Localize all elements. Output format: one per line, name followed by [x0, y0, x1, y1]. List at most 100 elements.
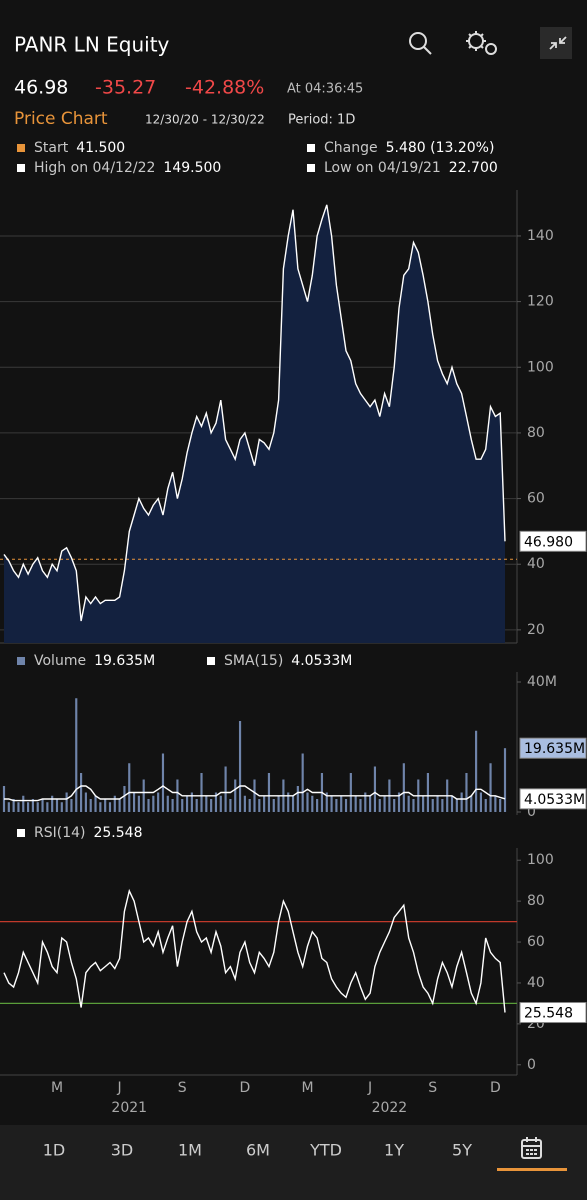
volume-bar [359, 799, 362, 812]
volume-bar [229, 799, 232, 812]
x-tick-label: M [301, 1080, 313, 1096]
volume-bar [152, 795, 155, 812]
tab[interactable]: 1D [43, 1141, 66, 1160]
last-price-label: 46.980 [524, 534, 573, 550]
volume-bar [60, 802, 63, 812]
volume-bar [137, 795, 140, 812]
stat-value: 22.700 [449, 160, 498, 176]
y-tick-label: 80 [527, 425, 545, 441]
volume-bar [234, 779, 237, 812]
volume-bar [41, 799, 44, 812]
volume-bar [373, 766, 377, 812]
legend-value: 19.635M [94, 653, 155, 669]
volume-bar [344, 799, 348, 812]
x-tick-label: J [367, 1080, 372, 1096]
date-range: 12/30/20 - 12/30/22 [145, 113, 265, 127]
last-rsi-label: 25.548 [524, 1006, 573, 1022]
y-tick-label: 140 [527, 228, 554, 244]
volume-bar [369, 795, 372, 812]
stat-label: Change [324, 140, 378, 156]
volume-bar [460, 792, 463, 812]
rsi-line [3, 888, 506, 1013]
collapse-icon[interactable] [540, 27, 572, 59]
sma-line [4, 785, 506, 802]
volume-bar [200, 773, 203, 812]
volume-bar [465, 773, 468, 812]
volume-bar [253, 779, 256, 812]
volume-bar [330, 795, 333, 812]
volume-bar [301, 753, 304, 812]
volume-bar [75, 698, 78, 812]
volume-bar [397, 792, 401, 812]
volume-bar [383, 795, 386, 812]
volume-bar [123, 786, 126, 812]
volume-bar [36, 802, 39, 812]
legend-entry: SMA(15) 4.0533M [224, 653, 352, 669]
tab[interactable]: 1Y [384, 1141, 404, 1160]
y-tick-label: 60 [527, 491, 545, 507]
volume-bar [407, 795, 410, 812]
volume-bar [277, 795, 280, 812]
x-tick-label: D [490, 1080, 501, 1096]
last-rsi-label-box [519, 1002, 587, 1024]
volume-bar [311, 795, 314, 812]
volume-bar [306, 792, 309, 812]
stat-label: Start [34, 140, 69, 156]
volume-bar [147, 799, 150, 812]
volume-bar [422, 795, 425, 812]
y-tick-label: 80 [527, 893, 545, 909]
net-change: -35.27 [95, 77, 156, 99]
tab[interactable]: 1M [178, 1141, 202, 1160]
volume-bar [171, 799, 174, 812]
volume-bar [132, 792, 136, 812]
volume-bar [267, 773, 271, 812]
volume-bar [219, 795, 222, 812]
stat: Start 41.500 [34, 140, 125, 156]
y-tick-label: 100 [527, 852, 554, 868]
volume-bar [104, 799, 107, 812]
volume-bar [494, 795, 497, 812]
legend-name: RSI(14) [34, 825, 85, 841]
volume-bar [7, 802, 10, 812]
volume-bar [412, 799, 415, 812]
tab[interactable]: 6M [246, 1141, 270, 1160]
volume-bar [479, 792, 482, 812]
legend-swatch [17, 829, 25, 837]
volume-bar [248, 799, 251, 812]
volume-bar [450, 795, 454, 812]
volume-bar [243, 795, 246, 812]
last-volume-label-box [519, 737, 587, 759]
volume-bar [340, 795, 343, 812]
volume-bar [238, 721, 242, 812]
settings-icon[interactable] [466, 31, 497, 55]
volume-bar [17, 802, 20, 812]
volume-bar [489, 763, 492, 812]
y-tick-label: 40 [527, 556, 545, 572]
x-tick-label: J [117, 1080, 122, 1096]
y-tick-label: 120 [527, 294, 554, 310]
volume-bar [185, 795, 189, 812]
y-tick-label: 40M [527, 674, 557, 690]
x-tick-label: S [178, 1080, 187, 1096]
tab[interactable]: 5Y [452, 1141, 472, 1160]
y-tick-label: 100 [527, 359, 554, 375]
volume-bar [22, 795, 25, 812]
volume-bar [205, 795, 208, 812]
volume-bar [195, 799, 198, 812]
legend-name: Volume [34, 653, 86, 669]
volume-bar [475, 730, 478, 812]
volume-bar [335, 799, 338, 812]
volume-bar [118, 799, 121, 812]
year-label: 2022 [372, 1100, 408, 1116]
stat: Change 5.480 (13.20%) [324, 140, 494, 156]
search-icon[interactable] [409, 32, 432, 55]
tab[interactable]: YTD [309, 1141, 342, 1160]
volume-bar [316, 799, 319, 812]
tab[interactable]: 3D [111, 1141, 134, 1160]
volume-bar [263, 795, 266, 812]
stat-swatch [17, 144, 25, 152]
volume-bar [426, 773, 430, 812]
year-label: 2021 [111, 1100, 147, 1116]
calendar-tab[interactable] [497, 1137, 567, 1171]
